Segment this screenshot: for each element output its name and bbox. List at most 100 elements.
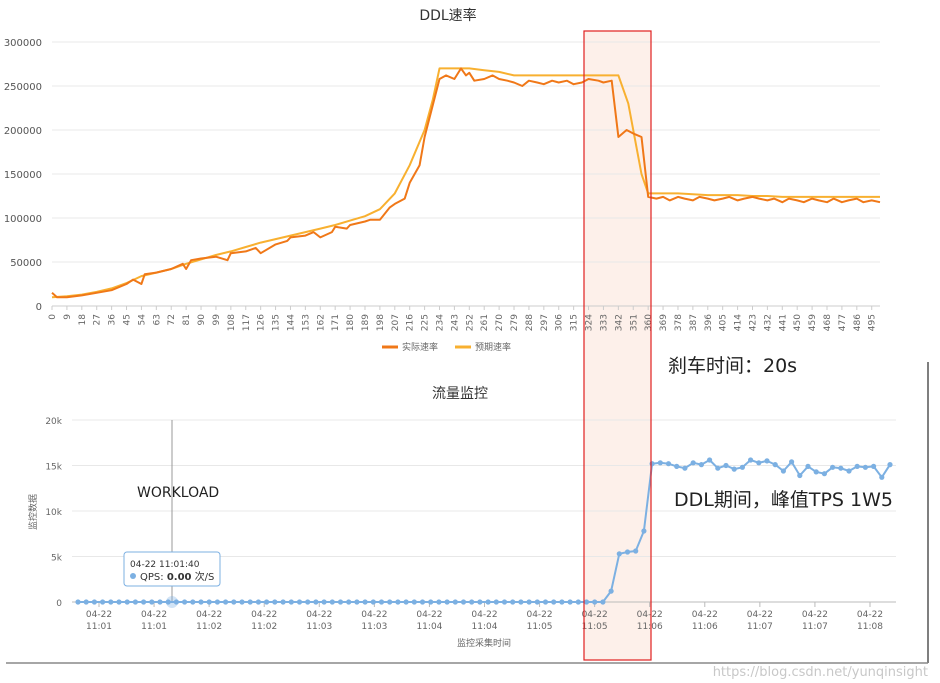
qps-point[interactable]: [731, 466, 737, 472]
qps-point[interactable]: [452, 599, 458, 605]
qps-point[interactable]: [272, 599, 278, 605]
qps-point[interactable]: [789, 459, 795, 465]
qps-point[interactable]: [157, 599, 163, 605]
qps-point[interactable]: [821, 471, 828, 477]
qps-point[interactable]: [255, 599, 261, 605]
qps-point[interactable]: [575, 599, 581, 605]
qps-point[interactable]: [444, 599, 450, 605]
qps-point[interactable]: [624, 549, 631, 555]
qps-point[interactable]: [141, 599, 147, 605]
qps-point[interactable]: [649, 461, 655, 467]
qps-point[interactable]: [739, 464, 746, 470]
qps-point[interactable]: [534, 599, 540, 605]
qps-point[interactable]: [887, 462, 893, 468]
qps-point[interactable]: [510, 599, 516, 605]
qps-point[interactable]: [280, 599, 286, 605]
qps-point[interactable]: [813, 469, 819, 475]
qps-point[interactable]: [838, 465, 844, 471]
qps-point[interactable]: [132, 599, 138, 605]
qps-point[interactable]: [698, 462, 705, 468]
qps-point[interactable]: [419, 599, 426, 605]
qps-point[interactable]: [567, 599, 573, 605]
qps-point[interactable]: [288, 599, 294, 605]
qps-point[interactable]: [83, 599, 89, 605]
qps-point[interactable]: [641, 528, 647, 534]
qps-point[interactable]: [830, 464, 836, 470]
qps-point[interactable]: [854, 463, 860, 469]
qps-point[interactable]: [231, 599, 237, 605]
qps-point[interactable]: [321, 599, 327, 605]
qps-point[interactable]: [477, 599, 483, 605]
qps-point[interactable]: [551, 599, 557, 605]
qps-point[interactable]: [862, 464, 869, 470]
qps-point[interactable]: [518, 599, 524, 605]
qps-point[interactable]: [108, 599, 114, 605]
qps-point[interactable]: [616, 551, 622, 557]
qps-point[interactable]: [707, 457, 713, 463]
qps-point[interactable]: [182, 599, 188, 605]
qps-point[interactable]: [608, 588, 614, 594]
qps-point[interactable]: [296, 599, 303, 605]
qps-point[interactable]: [797, 472, 803, 479]
qps-point[interactable]: [198, 599, 204, 605]
qps-point[interactable]: [723, 462, 729, 469]
qps-point[interactable]: [485, 599, 491, 605]
qps-point[interactable]: [116, 599, 122, 605]
qps-point[interactable]: [780, 468, 787, 474]
qps-point[interactable]: [247, 599, 253, 605]
qps-point[interactable]: [600, 599, 606, 605]
qps-point[interactable]: [592, 599, 598, 605]
qps-point[interactable]: [206, 599, 212, 605]
qps-point[interactable]: [387, 599, 393, 605]
qps-point[interactable]: [403, 599, 409, 605]
qps-point[interactable]: [370, 599, 376, 605]
qps-point[interactable]: [436, 599, 442, 605]
qps-point[interactable]: [214, 599, 220, 605]
qps-point[interactable]: [264, 599, 270, 605]
qps-point[interactable]: [313, 599, 319, 605]
qps-point[interactable]: [75, 599, 81, 605]
qps-point[interactable]: [190, 599, 196, 605]
qps-point[interactable]: [715, 465, 721, 471]
qps-point[interactable]: [100, 599, 106, 605]
qps-point[interactable]: [764, 458, 770, 464]
qps-point[interactable]: [149, 599, 155, 605]
qps-point[interactable]: [378, 599, 385, 605]
qps-point[interactable]: [772, 462, 778, 468]
qps-point[interactable]: [805, 463, 811, 469]
qps-point[interactable]: [690, 460, 696, 466]
qps-point[interactable]: [165, 599, 171, 605]
qps-point[interactable]: [469, 599, 475, 605]
qps-point[interactable]: [879, 474, 885, 480]
hover-point-highlight[interactable]: [166, 596, 178, 608]
qps-point[interactable]: [91, 599, 97, 605]
qps-point[interactable]: [362, 599, 368, 605]
qps-point[interactable]: [124, 599, 130, 605]
qps-point[interactable]: [674, 463, 680, 469]
qps-point[interactable]: [526, 599, 532, 605]
qps-point[interactable]: [173, 599, 179, 605]
qps-point[interactable]: [756, 460, 762, 466]
qps-point[interactable]: [329, 599, 335, 605]
qps-point[interactable]: [395, 599, 401, 605]
qps-point[interactable]: [354, 599, 360, 605]
qps-point[interactable]: [559, 599, 565, 605]
qps-point[interactable]: [871, 463, 877, 469]
ddl-rate-legend[interactable]: 实际速率 预期速率: [382, 341, 511, 353]
qps-point[interactable]: [846, 468, 852, 474]
qps-point[interactable]: [657, 460, 663, 466]
qps-point[interactable]: [305, 599, 311, 605]
qps-point[interactable]: [223, 599, 229, 605]
qps-point[interactable]: [665, 461, 672, 467]
qps-point[interactable]: [748, 457, 754, 463]
qps-point[interactable]: [239, 599, 245, 605]
qps-point[interactable]: [460, 599, 467, 605]
qps-point[interactable]: [493, 599, 499, 605]
qps-point[interactable]: [633, 548, 639, 554]
qps-point[interactable]: [428, 599, 434, 605]
qps-point[interactable]: [542, 599, 549, 605]
qps-point[interactable]: [682, 465, 688, 471]
qps-point[interactable]: [501, 599, 508, 605]
qps-point[interactable]: [411, 599, 417, 605]
qps-point[interactable]: [346, 599, 352, 605]
